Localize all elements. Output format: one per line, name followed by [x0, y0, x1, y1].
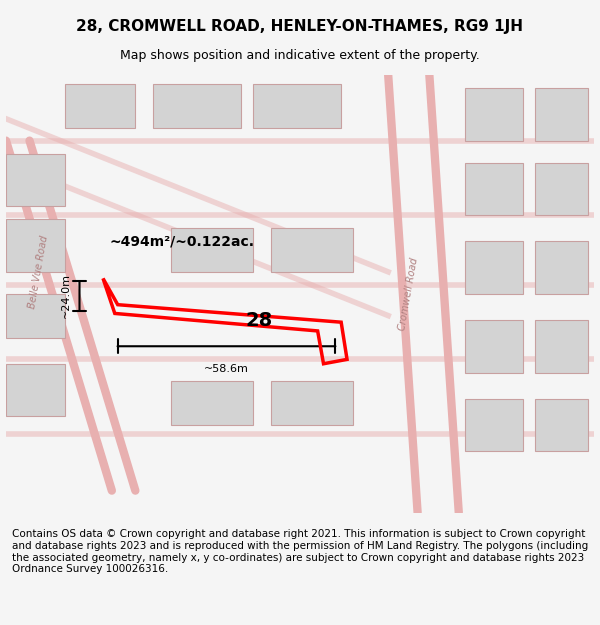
Text: ~24.0m: ~24.0m — [61, 274, 71, 319]
FancyBboxPatch shape — [464, 241, 523, 294]
FancyBboxPatch shape — [535, 320, 588, 372]
FancyBboxPatch shape — [65, 84, 136, 127]
FancyBboxPatch shape — [535, 399, 588, 451]
FancyBboxPatch shape — [170, 381, 253, 425]
Text: ~494m²/~0.122ac.: ~494m²/~0.122ac. — [110, 234, 255, 248]
FancyBboxPatch shape — [535, 162, 588, 215]
FancyBboxPatch shape — [6, 294, 65, 338]
Text: Cromwell Road: Cromwell Road — [397, 256, 420, 331]
Text: ~58.6m: ~58.6m — [204, 364, 249, 374]
FancyBboxPatch shape — [464, 399, 523, 451]
FancyBboxPatch shape — [6, 364, 65, 416]
FancyBboxPatch shape — [6, 154, 65, 206]
Text: 28: 28 — [245, 311, 272, 329]
FancyBboxPatch shape — [271, 381, 353, 425]
FancyBboxPatch shape — [535, 88, 588, 141]
FancyBboxPatch shape — [464, 320, 523, 372]
FancyBboxPatch shape — [464, 162, 523, 215]
Text: Map shows position and indicative extent of the property.: Map shows position and indicative extent… — [120, 49, 480, 62]
FancyBboxPatch shape — [464, 88, 523, 141]
Text: 28, CROMWELL ROAD, HENLEY-ON-THAMES, RG9 1JH: 28, CROMWELL ROAD, HENLEY-ON-THAMES, RG9… — [77, 19, 523, 34]
Text: Contains OS data © Crown copyright and database right 2021. This information is : Contains OS data © Crown copyright and d… — [12, 529, 588, 574]
FancyBboxPatch shape — [271, 228, 353, 272]
FancyBboxPatch shape — [6, 219, 65, 272]
FancyBboxPatch shape — [153, 84, 241, 127]
Text: Belle Vue Road: Belle Vue Road — [27, 234, 50, 309]
FancyBboxPatch shape — [170, 228, 253, 272]
FancyBboxPatch shape — [253, 84, 341, 127]
FancyBboxPatch shape — [535, 241, 588, 294]
